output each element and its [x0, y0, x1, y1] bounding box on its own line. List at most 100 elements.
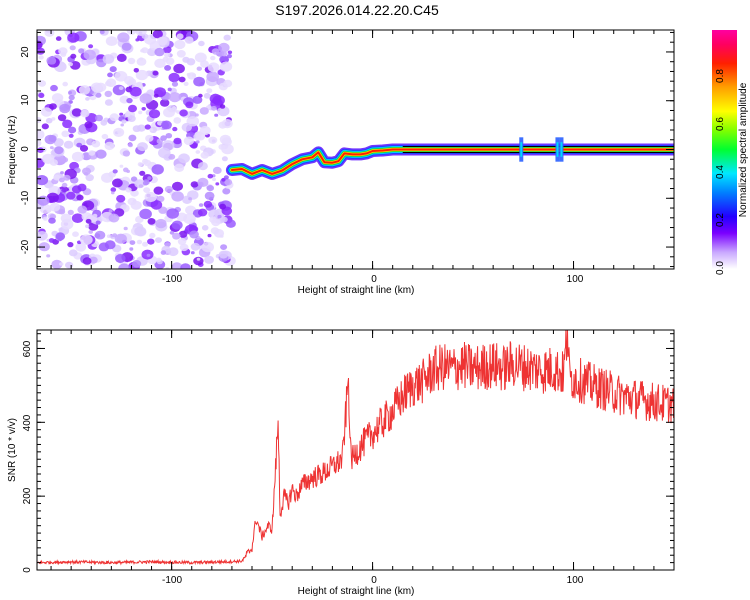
noise-region	[37, 30, 236, 269]
noise-blob	[221, 178, 226, 182]
noise-blob	[51, 259, 63, 269]
bottom-x-axis-label: Height of straight line (km)	[298, 586, 415, 597]
noise-blob	[114, 71, 128, 82]
noise-blob	[126, 97, 133, 104]
noise-blob	[177, 238, 187, 246]
noise-blob	[105, 80, 112, 87]
noise-blob	[185, 101, 194, 109]
noise-blob	[223, 175, 229, 180]
noise-blob	[95, 114, 103, 122]
noise-blob	[195, 113, 199, 117]
noise-blob	[46, 56, 57, 65]
colorbar-tick-label: 0.6	[715, 117, 726, 131]
noise-blob	[221, 156, 228, 162]
colorbar-gradient	[712, 30, 737, 269]
noise-blob	[80, 109, 90, 118]
noise-blob	[95, 92, 102, 98]
noise-blob	[130, 176, 138, 182]
noise-blob	[114, 233, 127, 244]
noise-blob	[206, 71, 219, 83]
bottom-y-tick-label: 600	[22, 340, 33, 357]
noise-blob	[186, 72, 191, 77]
top-y-tick-label: -10	[20, 190, 31, 205]
noise-blob	[151, 164, 164, 175]
noise-blob	[171, 81, 179, 87]
noise-blob	[71, 108, 82, 117]
bottom-y-tick-label: 0	[22, 567, 33, 573]
noise-blob	[132, 125, 141, 133]
top-x-axis-label: Height of straight line (km)	[298, 285, 415, 296]
noise-blob	[123, 226, 128, 231]
bottom-x-tick-label: 100	[567, 575, 584, 586]
noise-blob	[221, 119, 233, 129]
bottom-x-tick-label: -100	[162, 575, 182, 586]
colorbar-tick-label: 0.4	[715, 165, 726, 179]
spectrogram-panel: -100 0 100 20 10 0 -10 -20 Height of str…	[7, 29, 675, 296]
noise-blob	[77, 205, 88, 214]
noise-blob	[66, 191, 76, 200]
noise-blob	[112, 178, 123, 188]
noise-blob	[174, 39, 186, 50]
noise-blob	[53, 138, 64, 147]
noise-blob	[128, 134, 137, 142]
noise-blob	[168, 72, 180, 83]
noise-blob	[37, 147, 44, 153]
noise-blob	[109, 66, 117, 73]
noise-blob	[160, 99, 170, 107]
bottom-x-tick-label: 0	[371, 575, 377, 586]
noise-blob	[199, 107, 209, 115]
noise-blob	[79, 234, 93, 245]
noise-blob	[158, 147, 171, 159]
noise-blob	[106, 234, 112, 238]
top-y-axis-label: Frequency (Hz)	[7, 116, 18, 185]
noise-blob	[49, 146, 54, 150]
noise-blob	[37, 129, 45, 140]
noise-blob	[79, 145, 89, 152]
noise-blob	[67, 32, 80, 43]
noise-blob	[148, 109, 161, 119]
noise-blob	[84, 121, 93, 129]
noise-blob	[139, 93, 152, 104]
noise-blob	[49, 159, 59, 166]
noise-blob	[198, 40, 205, 47]
noise-blob	[176, 50, 186, 58]
noise-blob	[218, 250, 229, 259]
noise-blob	[90, 82, 103, 93]
noise-blob	[157, 36, 168, 46]
snr-series-line	[37, 330, 674, 566]
noise-blob	[59, 103, 71, 114]
noise-blob	[178, 153, 190, 164]
noise-blob	[152, 30, 163, 39]
noise-blob	[194, 52, 207, 63]
noise-blob	[197, 208, 208, 217]
noise-blob	[183, 213, 196, 224]
noise-blob	[95, 220, 101, 225]
noise-blob	[190, 142, 198, 149]
noise-blob	[68, 62, 73, 67]
noise-blob	[55, 232, 66, 241]
noise-blob	[215, 182, 220, 186]
noise-blob	[61, 130, 70, 138]
noise-blob	[129, 247, 134, 251]
noise-blob	[117, 32, 130, 43]
noise-blob	[212, 166, 222, 174]
noise-blob	[128, 78, 137, 85]
top-y-tick-label: 20	[20, 46, 31, 58]
noise-blob	[178, 230, 188, 238]
noise-blob	[59, 262, 64, 266]
noise-blob	[189, 230, 199, 239]
noise-blob	[105, 36, 118, 46]
noise-blob	[110, 187, 117, 193]
noise-blob	[88, 230, 93, 234]
noise-blob	[210, 55, 216, 61]
noise-blob	[130, 189, 139, 197]
noise-blob	[169, 230, 175, 235]
noise-blob	[138, 110, 143, 115]
noise-blob	[152, 70, 159, 76]
noise-blob	[60, 171, 64, 175]
noise-blob	[89, 256, 98, 264]
noise-blob	[211, 105, 217, 111]
noise-blob	[219, 203, 227, 210]
noise-blob	[227, 54, 232, 59]
noise-blob	[204, 191, 215, 200]
